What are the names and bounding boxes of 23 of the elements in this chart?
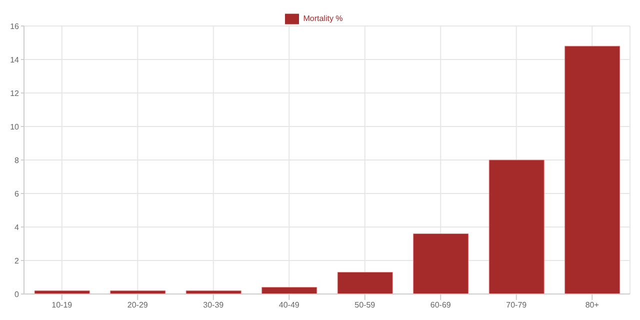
x-tick-label: 50-59 bbox=[354, 300, 376, 310]
y-tick-label: 6 bbox=[14, 189, 20, 198]
x-tick-label: 20-29 bbox=[127, 300, 148, 310]
bar bbox=[337, 272, 393, 294]
legend-label: Mortality % bbox=[303, 14, 343, 24]
x-tick-label: 40-49 bbox=[278, 300, 300, 310]
bar bbox=[413, 233, 469, 294]
y-tick-label: 12 bbox=[10, 88, 20, 98]
bar bbox=[564, 46, 620, 294]
y-tick-label: 4 bbox=[14, 222, 20, 232]
y-tick-label: 0 bbox=[14, 290, 20, 299]
y-tick-label: 8 bbox=[14, 156, 20, 165]
y-tick-label: 10 bbox=[10, 122, 20, 132]
x-tick-label: 60-69 bbox=[430, 300, 452, 310]
bar bbox=[488, 160, 544, 294]
y-tick-label: 16 bbox=[10, 22, 20, 31]
x-tick-label: 80+ bbox=[585, 300, 600, 310]
x-tick-label: 10-19 bbox=[52, 300, 73, 310]
y-tick-label: 14 bbox=[10, 55, 20, 64]
bar bbox=[262, 287, 318, 294]
x-tick-label: 30-39 bbox=[203, 300, 224, 310]
x-tick-label: 70-79 bbox=[506, 300, 528, 310]
y-tick-label: 2 bbox=[14, 256, 20, 266]
